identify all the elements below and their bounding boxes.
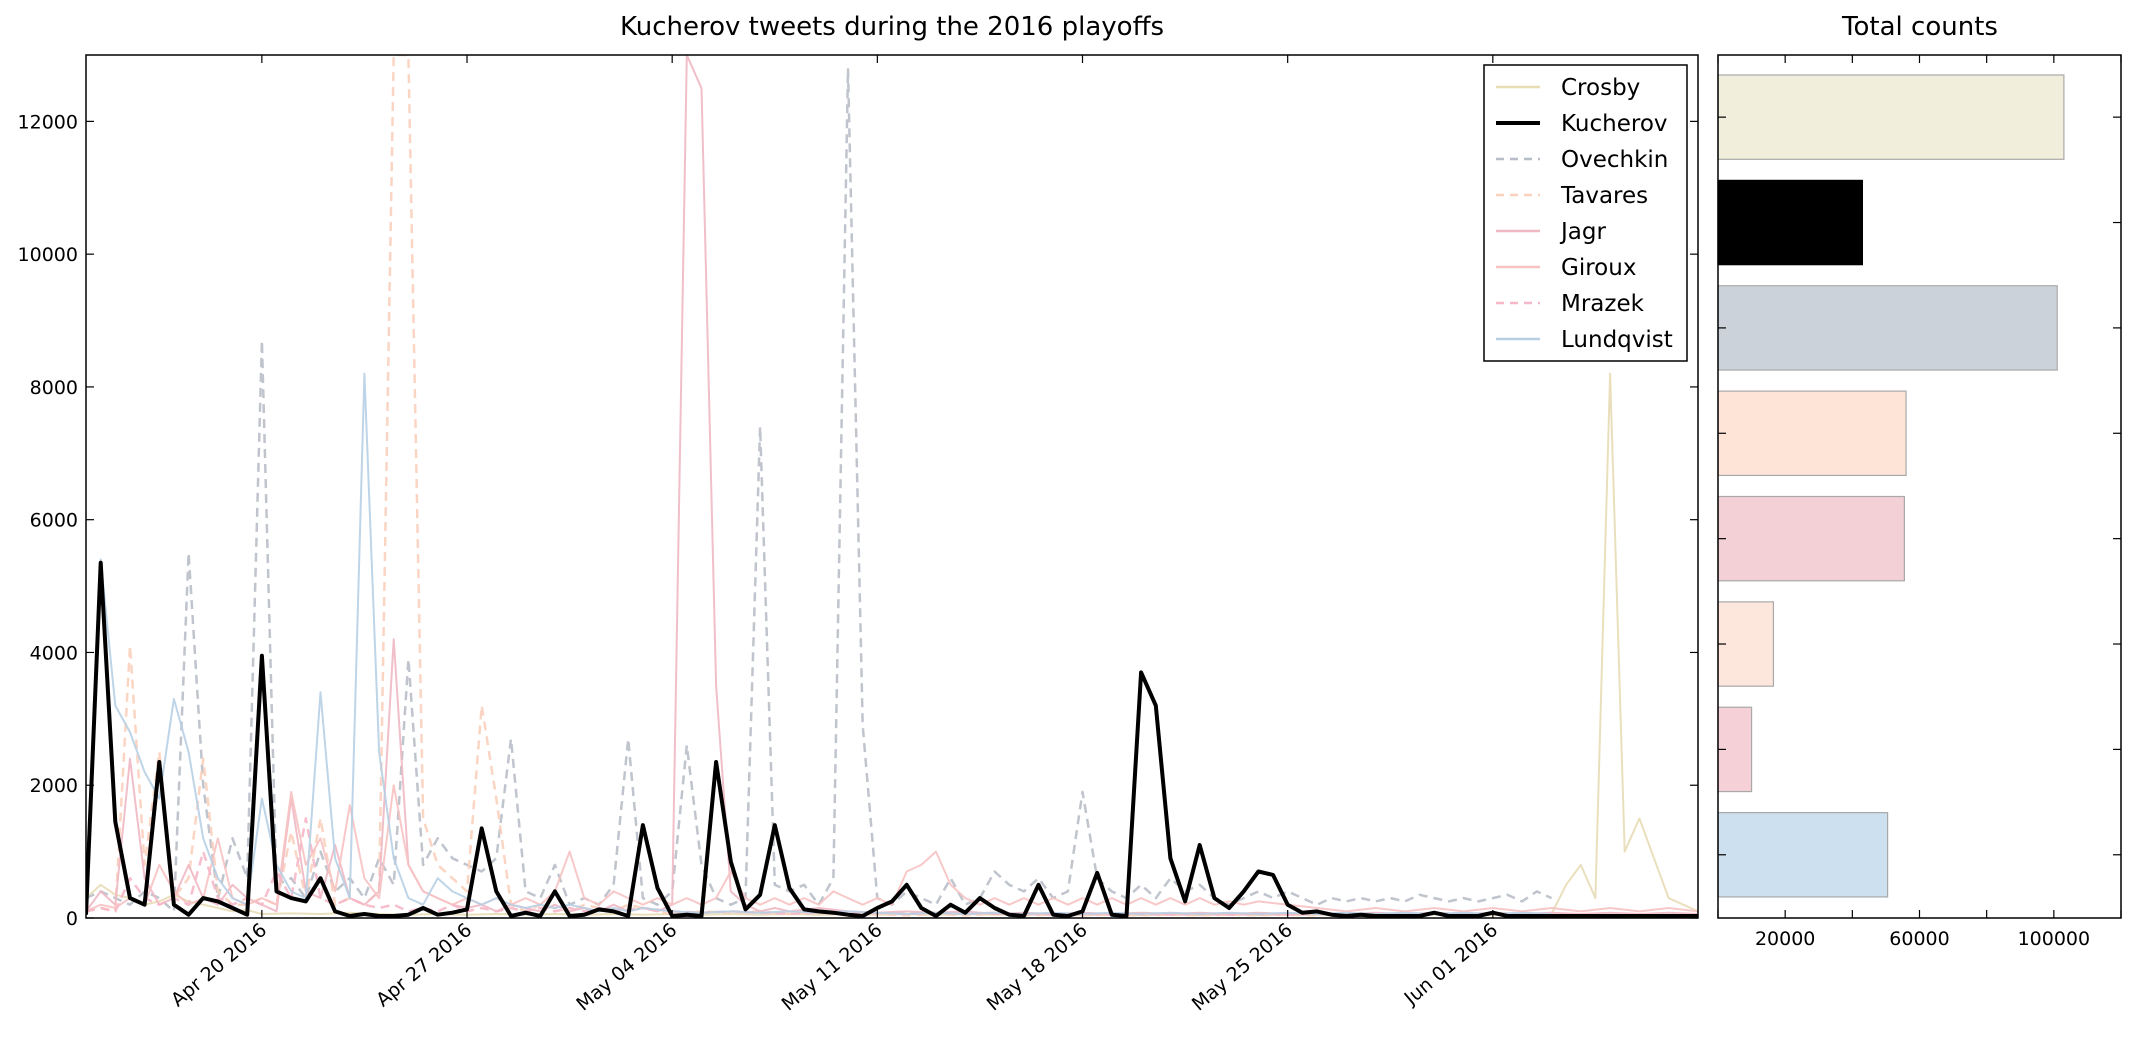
line-chart-y-axis: 0 2000 4000 6000 8000 10000 12000 [18,111,1698,930]
bar-chart-y-ticks [1718,116,2121,856]
series-line-kucherov [86,560,1698,918]
bar-chart: Total counts 20000 60000 100000 [1717,12,2122,950]
legend-label-ovechkin: Ovechkin [1561,147,1668,173]
bar-tavares [1717,390,1907,477]
bar-x-tick-label: 60000 [1889,928,1949,950]
legend-label-lundqvist: Lundqvist [1561,327,1673,353]
legend-label-mrazek: Mrazek [1561,291,1645,317]
y-tick-label: 0 [66,908,78,930]
legend-box [1483,64,1688,362]
bar-jagr [1717,495,1905,582]
legend-label-tavares: Tavares [1560,183,1648,209]
legend-label-jagr: Jagr [1559,219,1606,245]
bar-chart-x-axis: 20000 60000 100000 [1717,55,2122,950]
line-series-group [86,55,1698,918]
legend-label-crosby: Crosby [1561,75,1640,101]
legend-items: Crosby Kucherov Ovechkin Tavares Jagr Giroux M… [1496,75,1673,353]
series-line-lundqvist [86,372,1552,915]
y-tick-label: 8000 [30,377,78,399]
bar-giroux [1717,601,1775,687]
bar-group [1717,74,2065,898]
y-tick-label: 6000 [30,510,78,532]
legend-label-kucherov: Kucherov [1561,111,1668,137]
bar-x-tick-label: 20000 [1755,928,1815,950]
legend: Crosby Kucherov Ovechkin Tavares Jagr Giroux M… [1483,64,1688,362]
bar-mrazek [1717,706,1753,793]
y-tick-label: 10000 [18,244,78,266]
y-tick-label: 12000 [18,111,78,133]
line-chart: Kucherov tweets during the 2016 playoffs… [18,12,1699,1015]
bar-kucherov [1717,179,1864,266]
line-chart-title: Kucherov tweets during the 2016 playoffs [620,12,1164,42]
series-line-giroux [86,784,1698,913]
bar-lundqvist [1717,812,1889,898]
bar-chart-title: Total counts [1841,12,1998,42]
y-tick-label: 4000 [30,642,78,664]
series-line-ovechkin [86,67,1553,913]
bar-crosby [1717,74,2065,160]
bar-x-tick-label: 100000 [2018,928,2091,950]
bar-ovechkin [1717,285,2058,371]
y-tick-label: 2000 [30,775,78,797]
line-chart-frame [85,54,1699,919]
legend-label-giroux: Giroux [1561,255,1636,281]
